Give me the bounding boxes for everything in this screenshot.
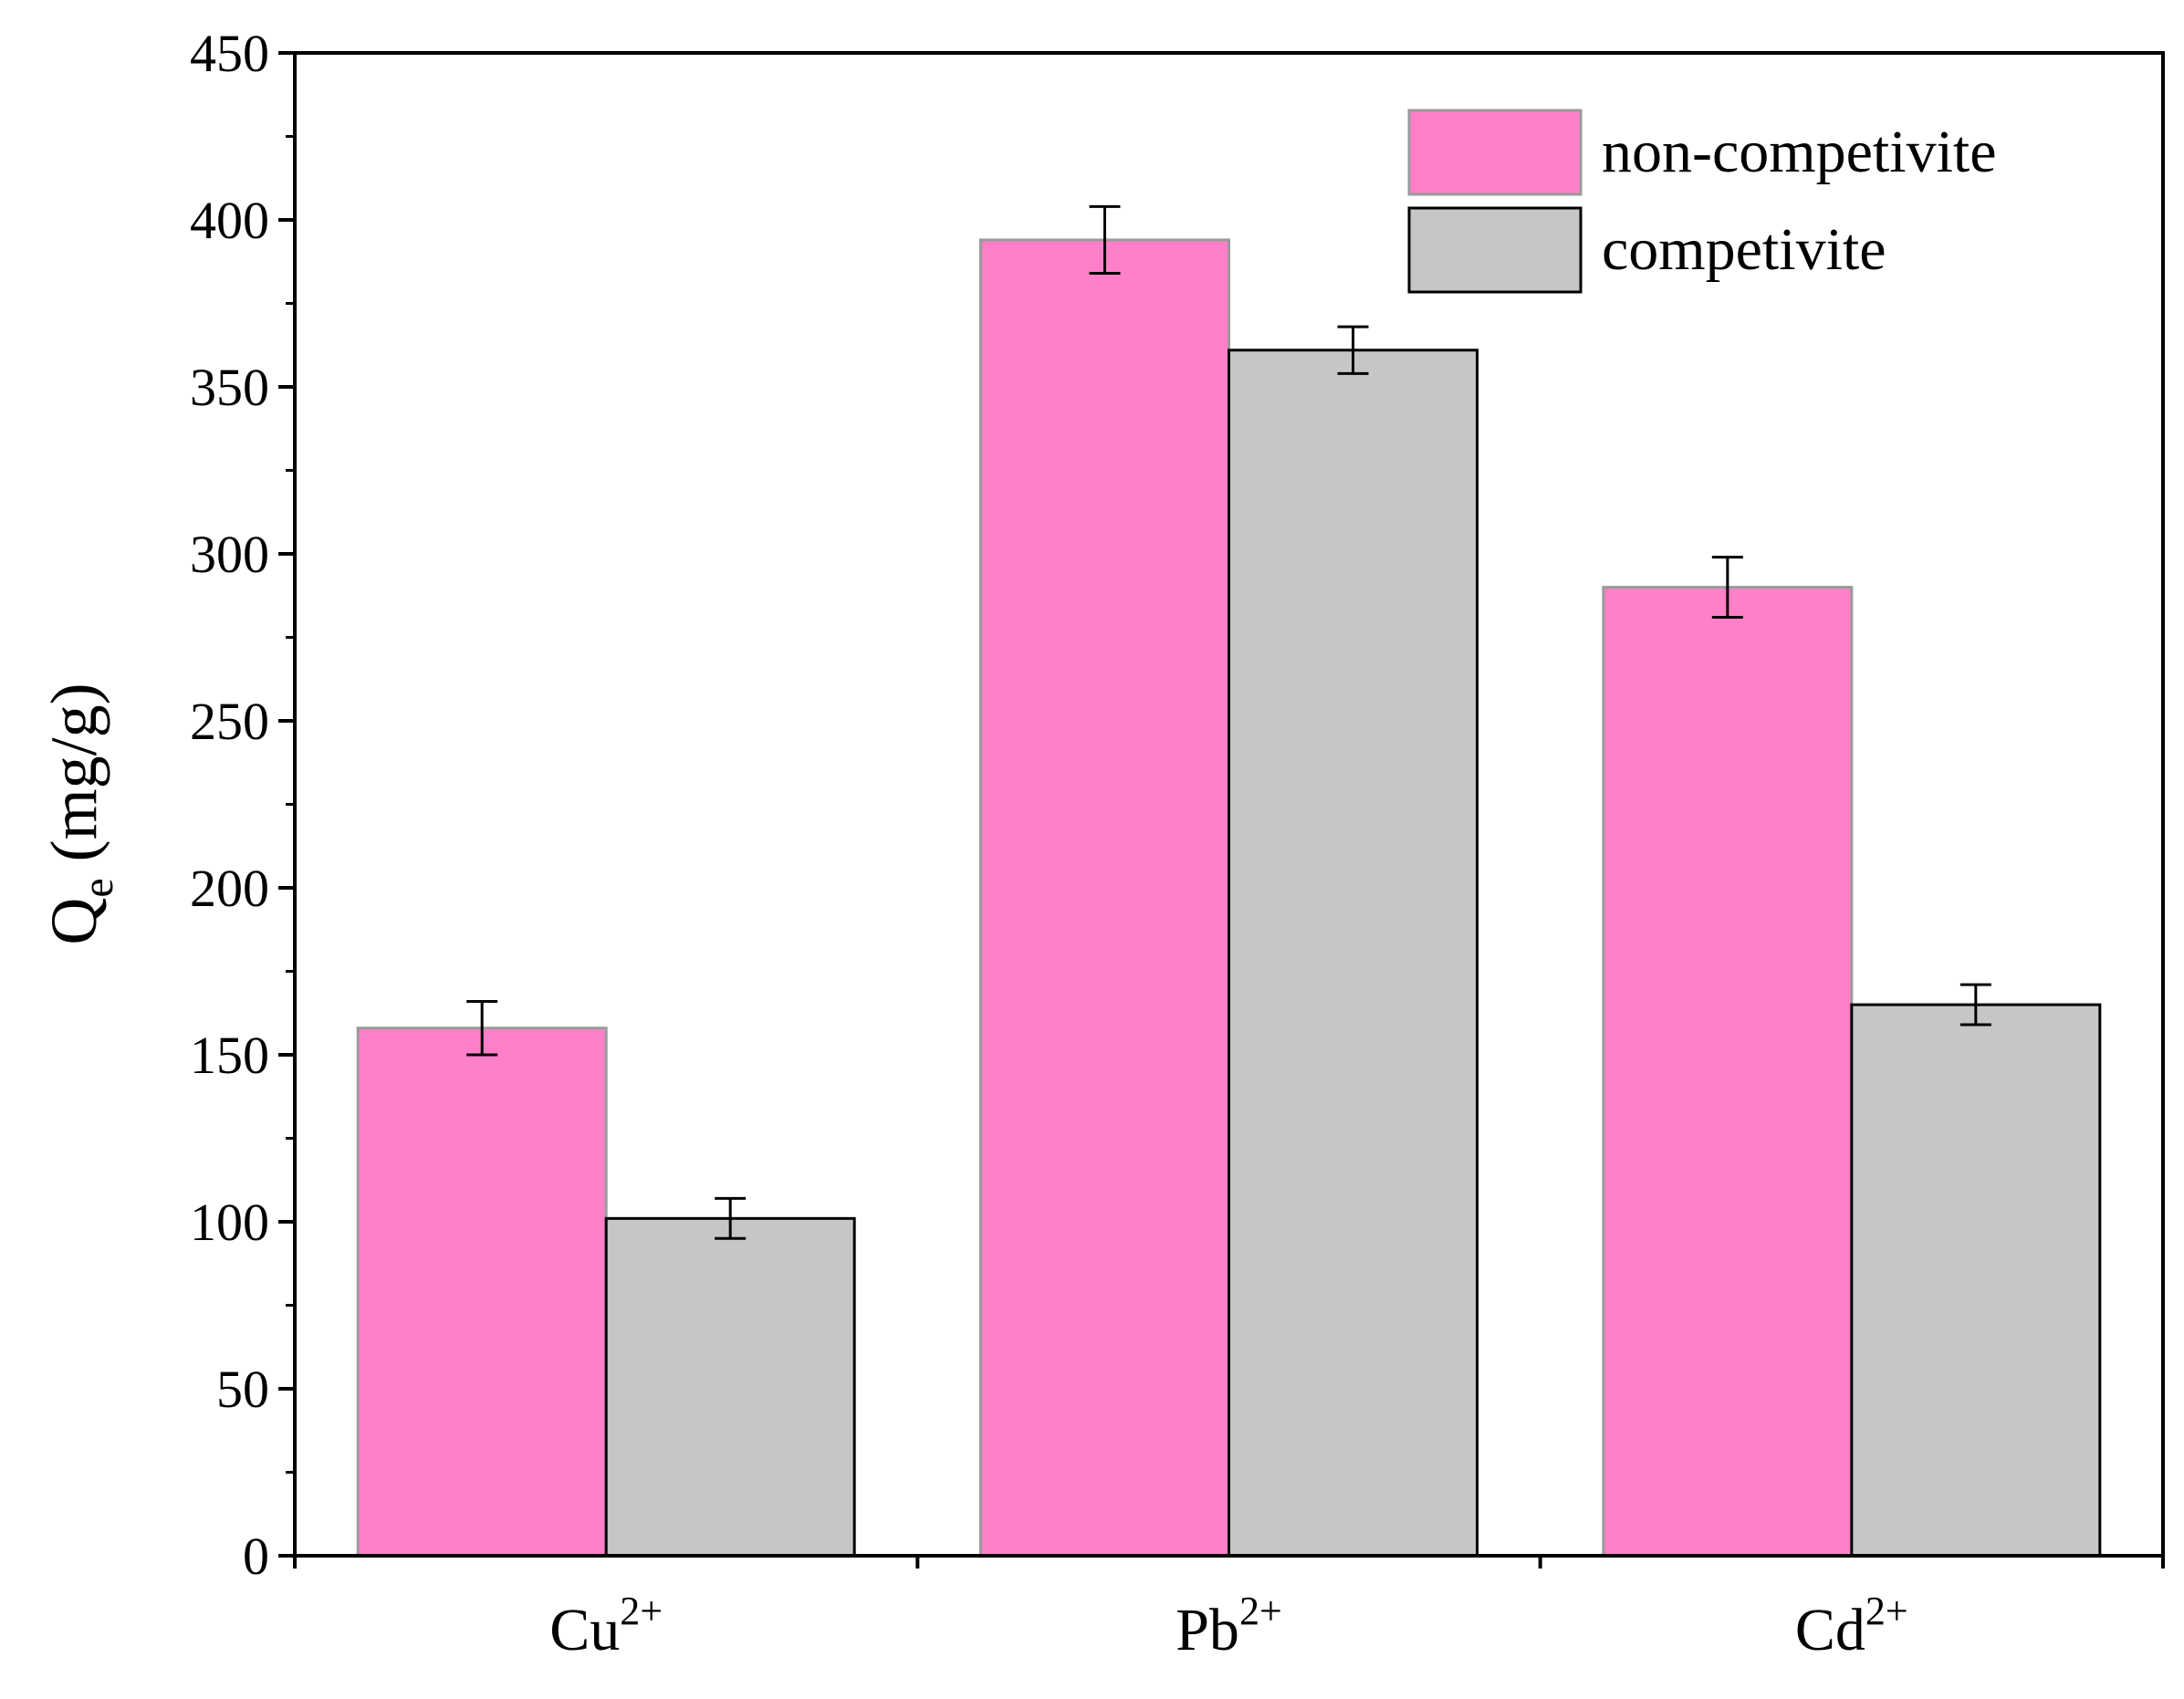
error-bar-competivite-pb — [1337, 325, 1369, 375]
bars-layer — [356, 238, 2102, 1558]
x-label-cd: Cd2+ — [1795, 1589, 1908, 1663]
y-tick-label-0: 0 — [243, 1527, 269, 1586]
axes-layer: 0 50 100 150 200 250 300 350 400 450 Cu2+ Pb2+ Cd2+ — [190, 24, 2165, 1663]
y-tick-label-200: 200 — [190, 859, 269, 918]
error-bar-competivite-cu — [715, 1196, 747, 1240]
bar-competivite-pb — [1228, 349, 1479, 1558]
y-tick-label-400: 400 — [190, 191, 269, 250]
y-axis-title: Qe (mg/g) — [37, 683, 122, 944]
error-bar-non-competivite-cu — [466, 999, 498, 1057]
legend-label-non-competivite: non-competivite — [1602, 119, 1997, 185]
y-axis-title-main: Q — [37, 898, 110, 945]
legend-item-non-competivite: non-competivite — [1407, 109, 1997, 196]
bar-competivite-cd — [1850, 1003, 2102, 1558]
legend-swatch-competivite — [1407, 206, 1583, 294]
bar-non-competivite-cd — [1602, 586, 1854, 1558]
legend-label-competivite: competivite — [1602, 216, 1886, 283]
y-tick-label-300: 300 — [190, 525, 269, 584]
error-bars-layer — [466, 204, 1991, 1240]
bar-non-competivite-pb — [979, 238, 1230, 1558]
error-bar-non-competivite-pb — [1089, 204, 1121, 276]
y-tick-label-450: 450 — [190, 24, 269, 83]
y-tick-label-150: 150 — [190, 1026, 269, 1085]
legend: non-competivite competivite — [1407, 109, 1997, 294]
bar-non-competivite-cu — [356, 1027, 608, 1558]
y-axis-title-sub: e — [74, 878, 122, 897]
legend-item-competivite: competivite — [1407, 206, 1886, 294]
y-tick-label-250: 250 — [190, 692, 269, 751]
error-bar-non-competivite-cd — [1711, 556, 1743, 620]
y-tick-label-100: 100 — [190, 1193, 269, 1252]
legend-swatch-non-competivite — [1407, 109, 1583, 196]
bar-competivite-cu — [604, 1216, 856, 1558]
error-bar-competivite-cd — [1959, 983, 1991, 1027]
y-tick-label-350: 350 — [190, 358, 269, 417]
x-label-pb: Pb2+ — [1176, 1589, 1282, 1663]
y-tick-label-50: 50 — [216, 1360, 269, 1419]
y-axis-title-unit: (mg/g) — [37, 683, 110, 878]
x-label-cu: Cu2+ — [549, 1589, 663, 1663]
